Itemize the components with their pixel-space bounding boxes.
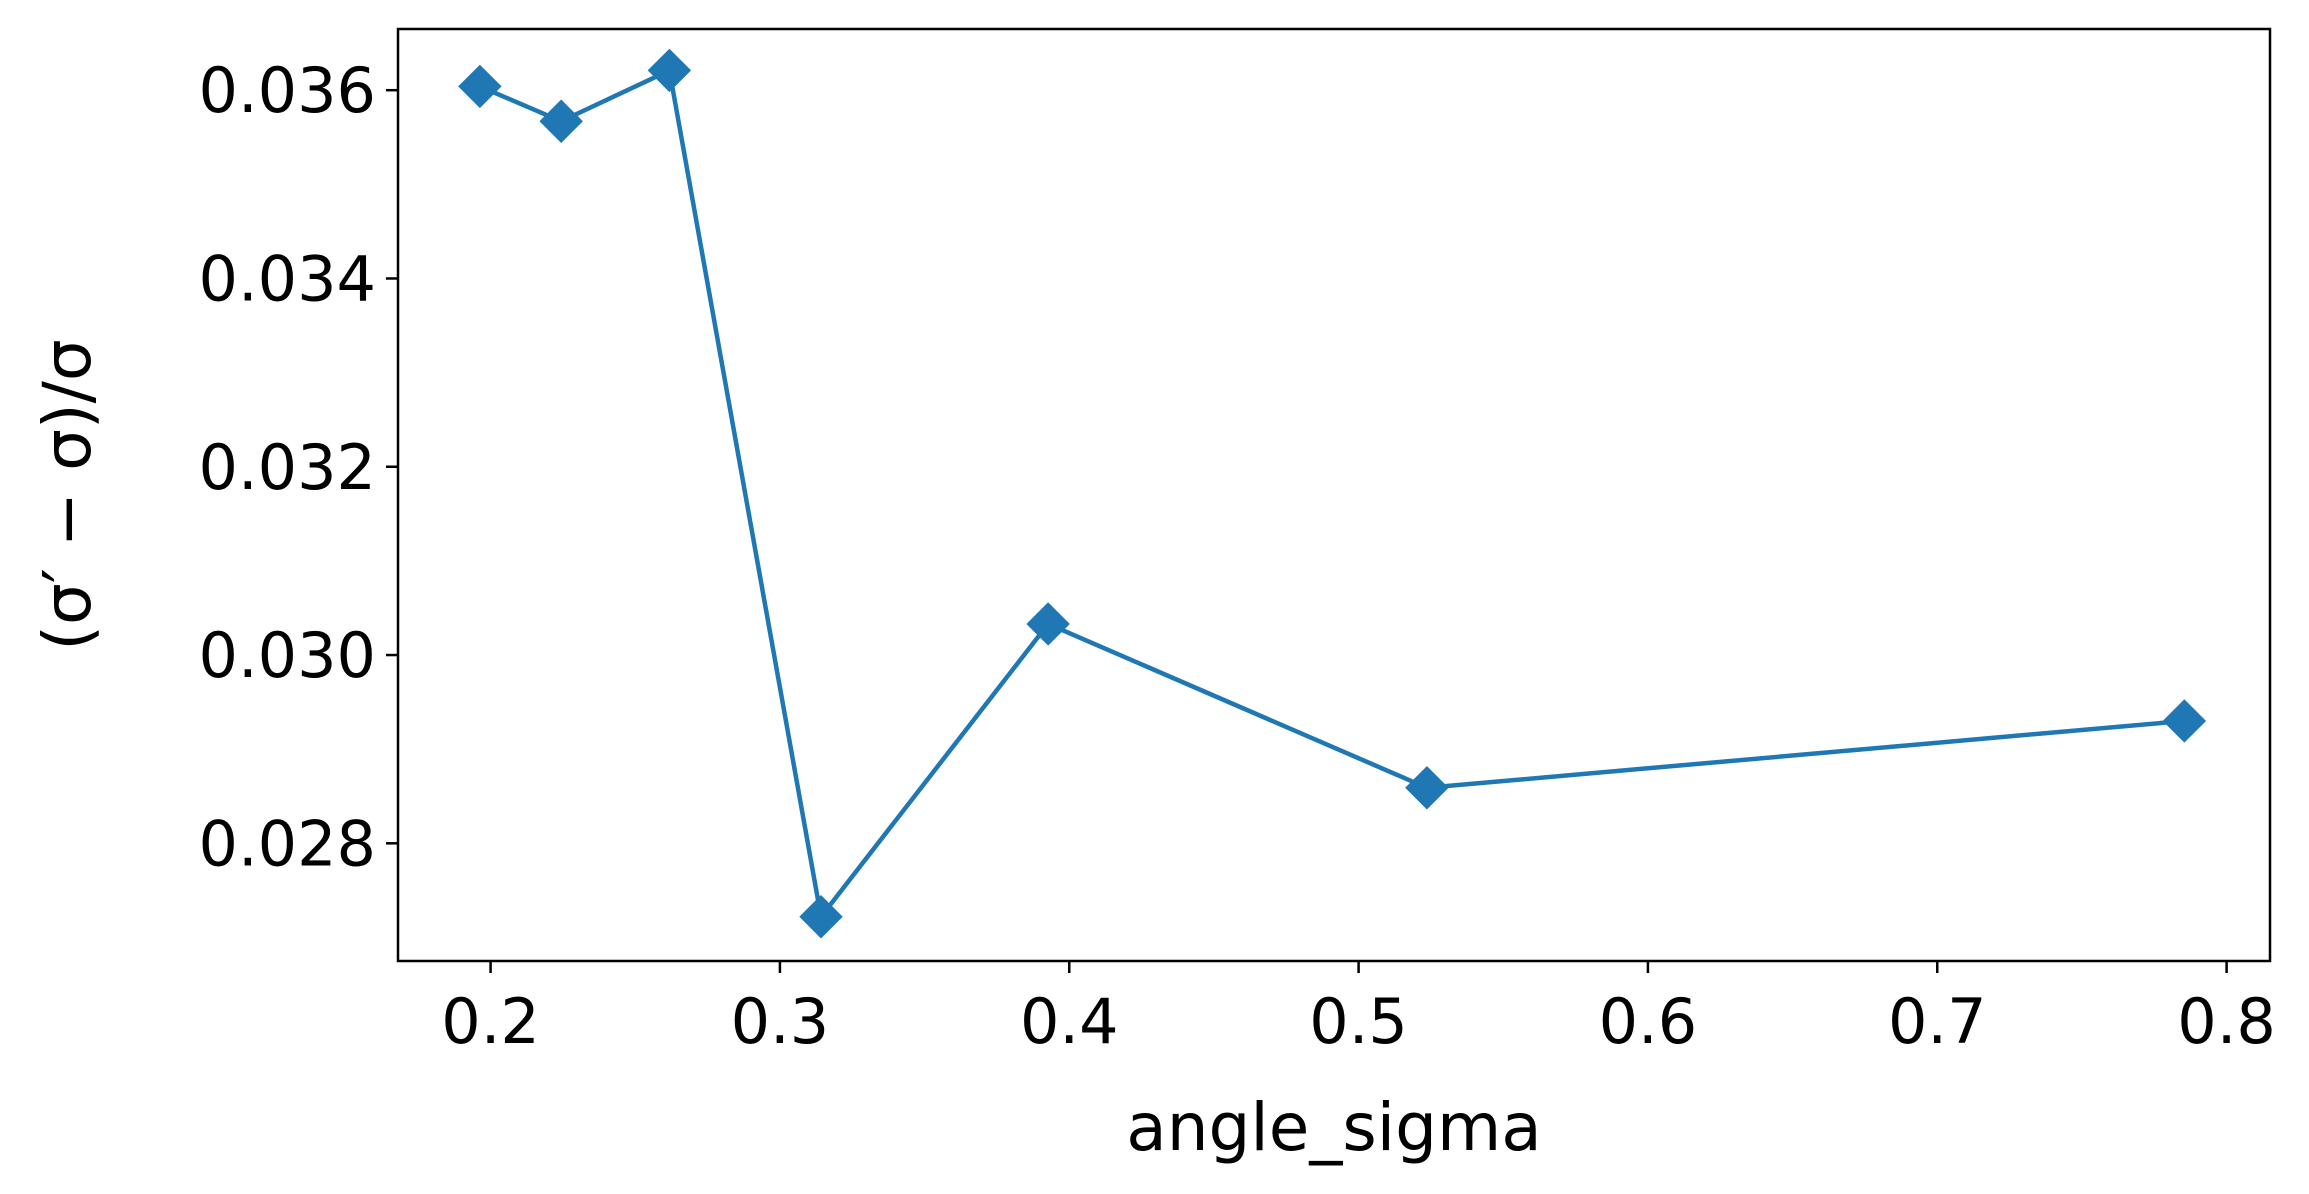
- x-tick-label: 0.7: [1888, 985, 1987, 1058]
- data-point-marker: [1026, 602, 1070, 646]
- data-point-marker: [799, 895, 843, 939]
- x-tick-label: 0.4: [1020, 985, 1119, 1058]
- data-point-marker: [458, 64, 502, 109]
- x-tick-label: 0.5: [1309, 985, 1408, 1058]
- y-tick-label: 0.036: [199, 54, 377, 127]
- data-point-marker: [1405, 766, 1449, 810]
- x-tick-label: 0.6: [1599, 985, 1698, 1058]
- y-tick-label: 0.030: [199, 619, 377, 692]
- data-point-marker: [647, 48, 692, 93]
- x-tick-label: 0.8: [2177, 985, 2276, 1058]
- y-axis-label: (σ′ − σ)/σ: [29, 339, 106, 650]
- data-point-marker: [539, 99, 583, 143]
- y-axis-ticks: 0.028 0.030 0.032 0.034 0.036: [199, 54, 398, 880]
- y-tick-label: 0.034: [199, 242, 377, 315]
- x-axis-label: angle_sigma: [1126, 1089, 1541, 1166]
- axes-frame: [396, 27, 2272, 963]
- y-tick-label: 0.028: [199, 807, 377, 880]
- y-tick-label: 0.032: [199, 431, 377, 504]
- x-tick-label: 0.3: [731, 985, 830, 1058]
- data-point-marker: [2162, 699, 2207, 743]
- series-layer: [458, 48, 2207, 939]
- x-tick-label: 0.2: [441, 985, 540, 1058]
- x-axis-ticks: 0.2 0.3 0.4 0.5 0.6 0.7 0.8: [441, 961, 2276, 1058]
